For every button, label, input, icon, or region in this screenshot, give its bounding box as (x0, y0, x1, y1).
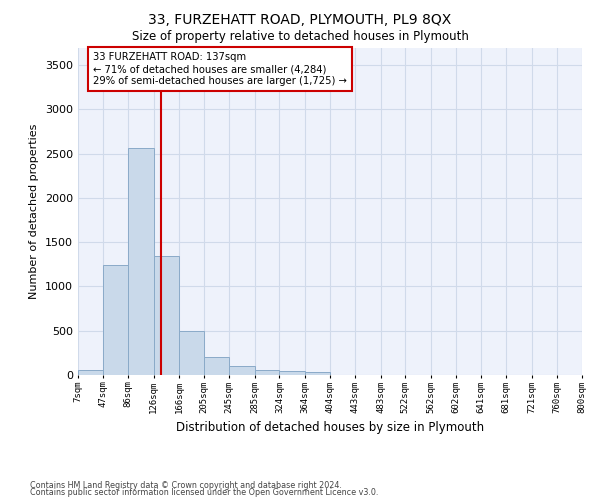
Bar (179, 330, 204, 375)
Bar (154, 256, 179, 375)
Bar (254, 370, 280, 375)
Text: Size of property relative to detached houses in Plymouth: Size of property relative to detached ho… (131, 30, 469, 43)
Bar (229, 366, 254, 375)
Bar (128, 148, 154, 375)
Bar (103, 265, 128, 375)
Text: 33, FURZEHATT ROAD, PLYMOUTH, PL9 8QX: 33, FURZEHATT ROAD, PLYMOUTH, PL9 8QX (148, 12, 452, 26)
Bar (280, 370, 305, 375)
Bar (204, 358, 229, 375)
Text: 33 FURZEHATT ROAD: 137sqm
← 71% of detached houses are smaller (4,284)
29% of se: 33 FURZEHATT ROAD: 137sqm ← 71% of detac… (93, 52, 347, 86)
Y-axis label: Number of detached properties: Number of detached properties (29, 124, 40, 299)
Bar (78, 370, 103, 375)
Text: Contains HM Land Registry data © Crown copyright and database right 2024.: Contains HM Land Registry data © Crown c… (30, 480, 342, 490)
X-axis label: Distribution of detached houses by size in Plymouth: Distribution of detached houses by size … (176, 421, 484, 434)
Text: Contains public sector information licensed under the Open Government Licence v3: Contains public sector information licen… (30, 488, 379, 497)
Bar (305, 372, 331, 375)
